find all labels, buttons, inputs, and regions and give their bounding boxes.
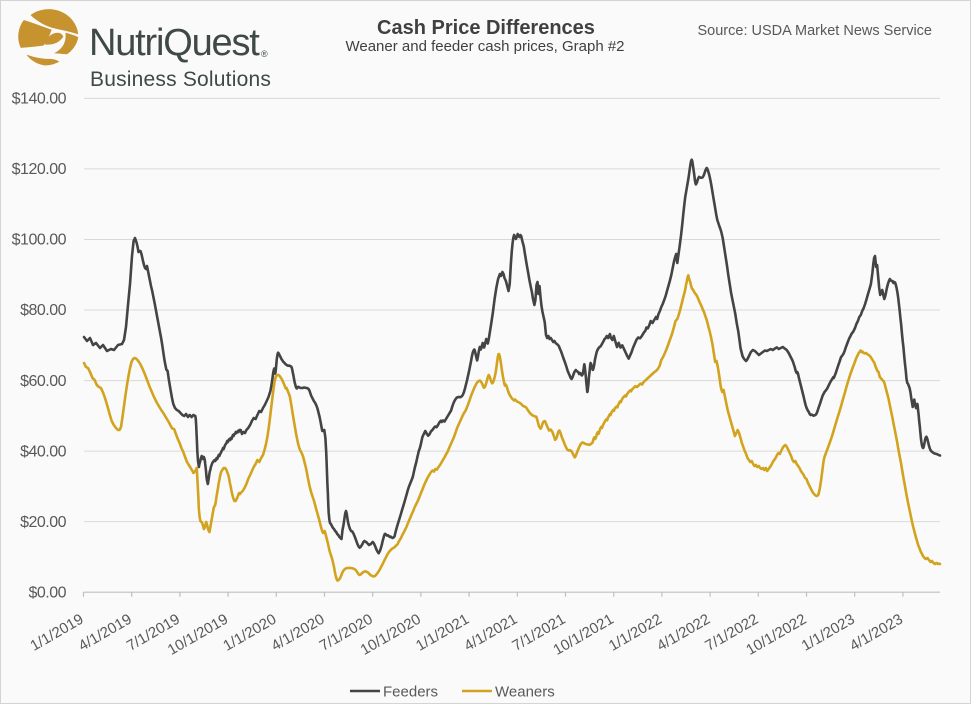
svg-text:NutriQuest: NutriQuest — [89, 22, 260, 64]
svg-text:4/1/2021: 4/1/2021 — [461, 611, 520, 655]
svg-text:1/1/2019: 1/1/2019 — [27, 611, 86, 655]
svg-text:$0.00: $0.00 — [28, 584, 66, 601]
svg-text:4/1/2023: 4/1/2023 — [847, 611, 906, 655]
svg-text:$80.00: $80.00 — [20, 302, 67, 319]
svg-text:1/1/2021: 1/1/2021 — [413, 611, 472, 655]
svg-text:Business Solutions: Business Solutions — [90, 68, 271, 91]
svg-text:$60.00: $60.00 — [20, 373, 67, 390]
svg-text:Cash Price Differences: Cash Price Differences — [377, 17, 595, 39]
svg-text:Feeders: Feeders — [383, 684, 438, 701]
svg-text:®: ® — [261, 49, 268, 59]
svg-text:1/1/2020: 1/1/2020 — [220, 611, 279, 655]
svg-text:4/1/2019: 4/1/2019 — [76, 611, 135, 655]
svg-text:4/1/2020: 4/1/2020 — [268, 611, 327, 655]
svg-text:$120.00: $120.00 — [12, 161, 67, 178]
svg-text:$100.00: $100.00 — [12, 232, 67, 249]
svg-text:$140.00: $140.00 — [12, 91, 67, 108]
svg-text:1/1/2023: 1/1/2023 — [799, 611, 858, 655]
svg-text:Source: USDA Market News Servi: Source: USDA Market News Service — [698, 23, 933, 39]
svg-text:$20.00: $20.00 — [20, 514, 67, 531]
svg-text:1/1/2022: 1/1/2022 — [606, 611, 665, 655]
svg-text:Weaners: Weaners — [495, 684, 555, 701]
svg-text:$40.00: $40.00 — [20, 443, 67, 460]
svg-text:Weaner and feeder cash prices,: Weaner and feeder cash prices, Graph #2 — [345, 38, 624, 55]
svg-text:4/1/2022: 4/1/2022 — [654, 611, 713, 655]
